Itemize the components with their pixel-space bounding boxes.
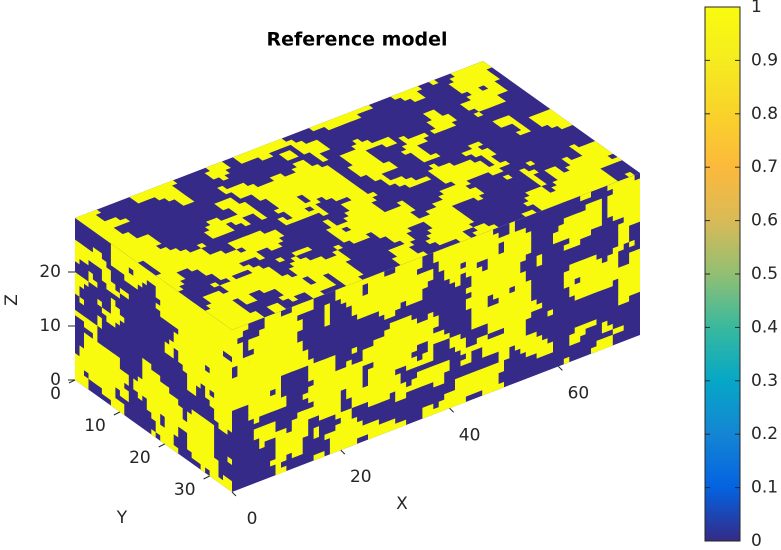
colorbar-tick-label: 1 <box>751 0 762 17</box>
colorbar-tick-label: 0.5 <box>751 264 778 284</box>
y-tick-label: 20 <box>129 448 151 468</box>
y-axis-label: Y <box>116 508 128 528</box>
z-tick-label: 20 <box>39 262 61 282</box>
y-tick <box>113 411 121 416</box>
x-tick <box>340 449 346 455</box>
x-tick <box>558 366 563 371</box>
colorbar-tick-label: 0.3 <box>751 371 778 391</box>
colorbar-tick-label: 0.8 <box>751 104 778 124</box>
colorbar-tick-label: 0.1 <box>751 478 778 498</box>
y-tick <box>203 475 210 480</box>
x-axis-label: X <box>396 494 408 514</box>
x-tick-label: 0 <box>247 509 258 529</box>
voxel-texture <box>75 239 232 492</box>
y-tick-label: 0 <box>50 384 61 404</box>
z-tick-label: 10 <box>39 316 61 336</box>
x-tick <box>231 491 237 497</box>
y-tick <box>68 379 76 384</box>
x-tick-label: 20 <box>350 467 372 487</box>
y-tick-label: 30 <box>174 480 196 500</box>
colorbar-tick-label: 0.4 <box>751 317 778 337</box>
x-tick-label: 60 <box>568 383 590 403</box>
voxel-texture <box>232 175 640 476</box>
x-tick <box>449 407 454 413</box>
colorbar-tick-label: 0.9 <box>751 50 778 70</box>
y-tick-label: 10 <box>84 416 106 436</box>
x-tick-label: 40 <box>459 425 481 445</box>
y-tick <box>158 443 165 448</box>
z-axis-label: Z <box>2 294 22 306</box>
colorbar-tick-label: 0.2 <box>751 424 778 444</box>
colorbar-tick-label: 0.7 <box>751 157 778 177</box>
z-tick-label: 0 <box>50 370 61 390</box>
colorbar <box>704 6 741 542</box>
colorbar-tick-label: 0 <box>751 531 762 550</box>
colorbar-tick-label: 0.6 <box>751 211 778 231</box>
chart-title: Reference model <box>266 29 447 51</box>
voxel-texture <box>75 61 635 330</box>
